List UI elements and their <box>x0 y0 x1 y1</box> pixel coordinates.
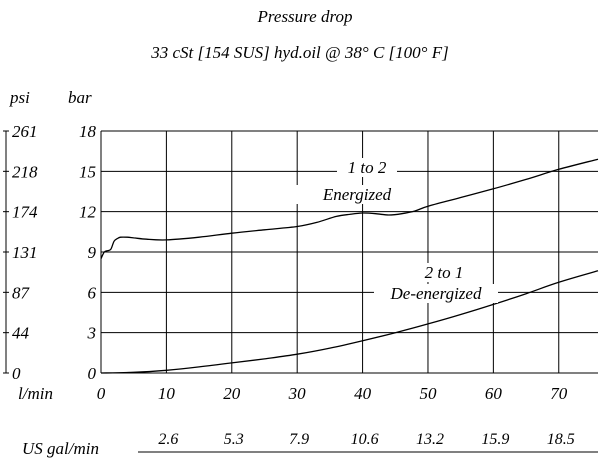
psi-tick-label: 174 <box>12 203 38 222</box>
x2-tick-label: 18.5 <box>547 431 575 448</box>
bar-tick-label: 0 <box>88 364 97 383</box>
psi-tick-label: 218 <box>12 162 38 181</box>
series-label-line2: De-energized <box>390 284 482 303</box>
psi-tick-label: 0 <box>12 364 21 383</box>
x2-tick-label: 7.9 <box>289 431 309 448</box>
psi-tick-label: 44 <box>12 324 30 343</box>
psi-tick-label: 131 <box>12 243 38 262</box>
bar-tick-label: 6 <box>88 283 97 302</box>
psi-tick-label: 261 <box>12 122 38 141</box>
x-tick-label: 70 <box>550 384 568 403</box>
series-label-line1: 1 to 2 <box>348 158 387 177</box>
x-tick-label: 30 <box>288 384 307 403</box>
series-label-bg <box>295 185 419 204</box>
series-label-bg <box>374 284 498 303</box>
axes <box>3 130 598 453</box>
x-tick-label: 10 <box>158 384 176 403</box>
x-tick-label: 0 <box>97 384 106 403</box>
bar-tick-label: 15 <box>79 162 96 181</box>
psi-tick-label: 87 <box>12 283 31 302</box>
series-label-line1: 2 to 1 <box>425 263 464 282</box>
bar-unit-label: bar <box>68 88 92 107</box>
x-tick-label: 50 <box>419 384 437 403</box>
x2-tick-label: 15.9 <box>481 431 509 448</box>
psi-unit-label: psi <box>9 88 30 107</box>
x-unit-label: l/min <box>18 384 53 403</box>
x2-tick-label: 10.6 <box>351 431 379 448</box>
bar-tick-label: 9 <box>88 243 97 262</box>
series-lines <box>100 158 599 374</box>
x-tick-label: 60 <box>485 384 503 403</box>
series-labels: 1 to 2 Energized 2 to 1 De-energized <box>295 158 498 303</box>
bar-tick-label: 3 <box>87 324 97 343</box>
x-tick-label: 20 <box>223 384 241 403</box>
series-line <box>100 158 599 259</box>
x-tick-label: 40 <box>354 384 372 403</box>
x2-tick-label: 13.2 <box>416 431 444 448</box>
x2-axis-label: US gal/min <box>22 439 99 458</box>
bar-tick-label: 12 <box>79 203 97 222</box>
x2-tick-label: 2.6 <box>158 431 178 448</box>
series-line <box>100 270 599 374</box>
chart-subtitle: 33 cSt [154 SUS] hyd.oil @ 38° C [100° F… <box>150 43 448 62</box>
bar-tick-label: 18 <box>79 122 97 141</box>
chart-title: Pressure drop <box>257 7 353 26</box>
series-label-bg <box>414 263 474 282</box>
series-label-line2: Energized <box>322 185 392 204</box>
x2-tick-label: 5.3 <box>224 431 244 448</box>
series-label-bg <box>337 158 397 177</box>
